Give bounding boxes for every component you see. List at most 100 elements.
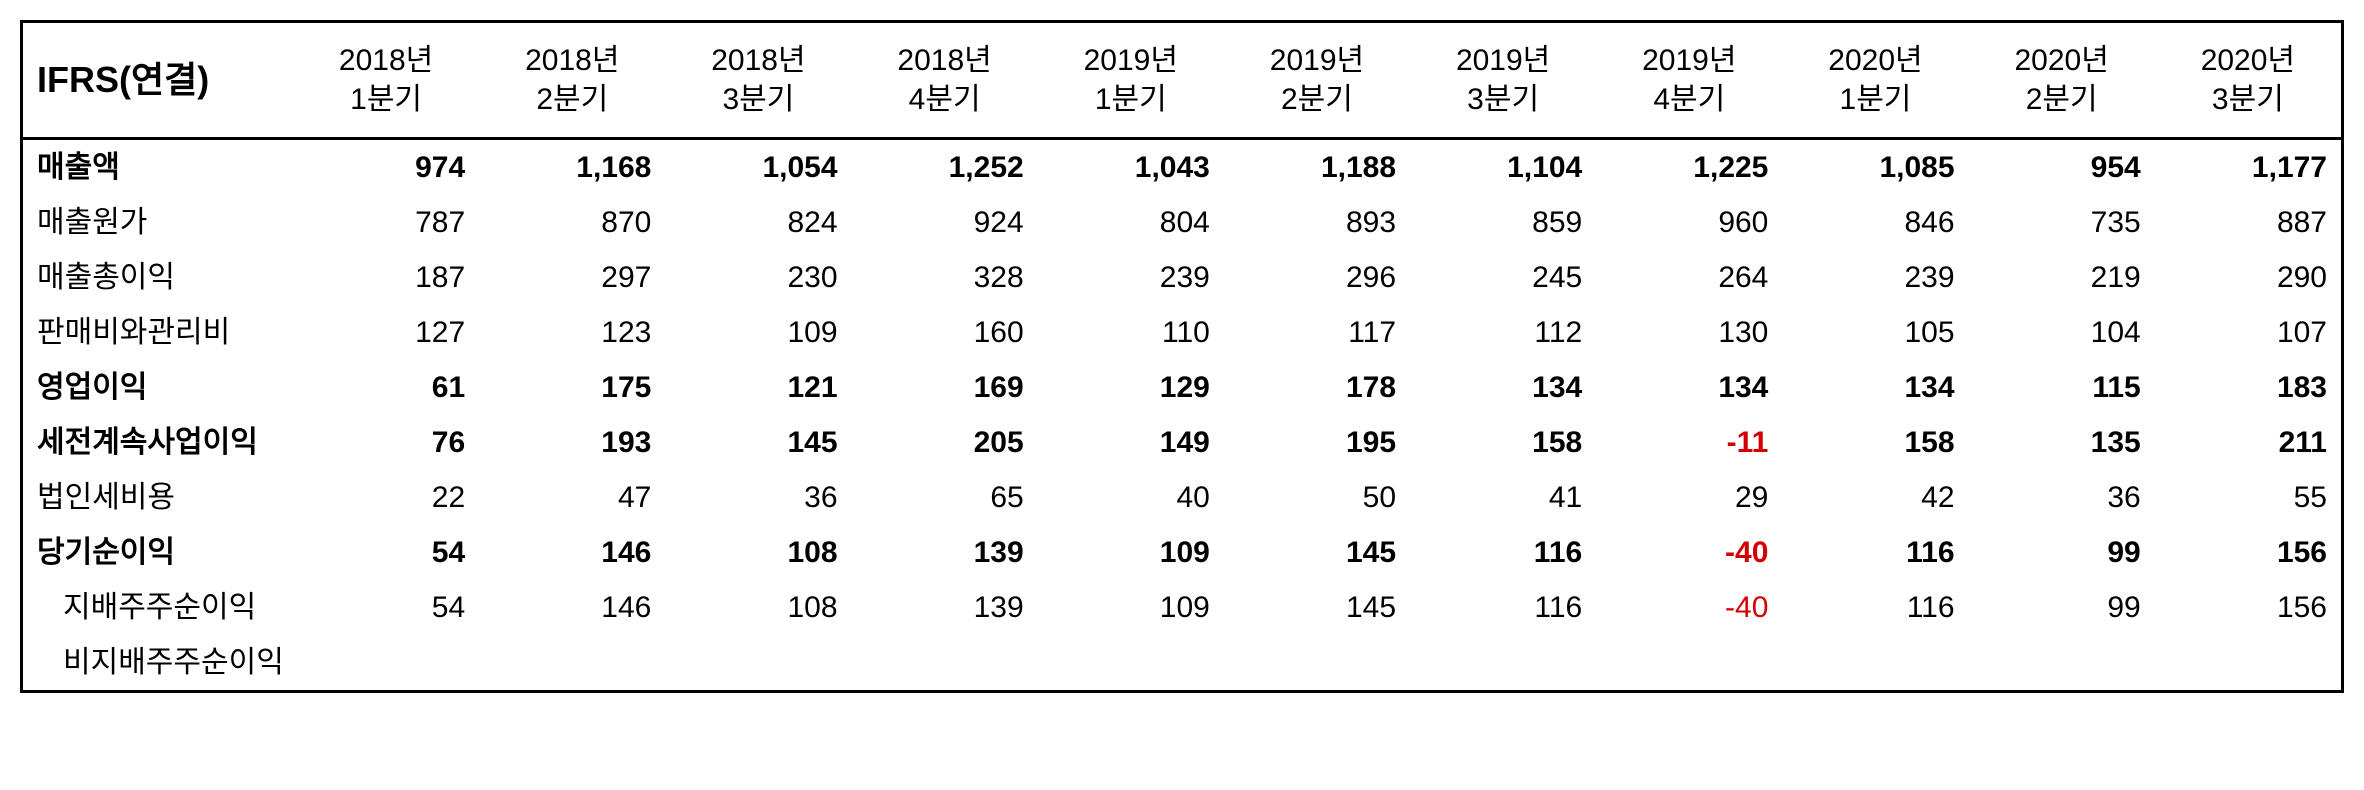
- cell-value: [2155, 635, 2341, 690]
- row-label: 판매비와관리비: [23, 305, 293, 360]
- cell-value: [479, 635, 665, 690]
- cell-value: 112: [1410, 305, 1596, 360]
- column-quarter: 1분기: [307, 80, 465, 119]
- cell-value: 824: [665, 195, 851, 250]
- column-quarter: 4분기: [866, 80, 1024, 119]
- cell-value: [1782, 635, 1968, 690]
- cell-value: 40: [1038, 470, 1224, 525]
- cell-value: 121: [665, 360, 851, 415]
- cell-value: [1596, 635, 1782, 690]
- cell-value: 29: [1596, 470, 1782, 525]
- cell-value: 158: [1782, 415, 1968, 470]
- column-quarter: 3분기: [1424, 80, 1582, 119]
- cell-value: 205: [852, 415, 1038, 470]
- cell-value: 54: [293, 580, 479, 635]
- cell-value: [665, 635, 851, 690]
- table-header-row: IFRS(연결) 2018년1분기2018년2분기2018년3분기2018년4분…: [23, 23, 2341, 139]
- cell-value: 156: [2155, 525, 2341, 580]
- column-header: 2019년1분기: [1038, 23, 1224, 139]
- cell-value: 230: [665, 250, 851, 305]
- table-row: 당기순이익54146108139109145116-4011699156: [23, 525, 2341, 580]
- cell-value: 109: [1038, 580, 1224, 635]
- table-row: 판매비와관리비127123109160110117112130105104107: [23, 305, 2341, 360]
- column-quarter: 1분기: [1796, 80, 1954, 119]
- cell-value: 76: [293, 415, 479, 470]
- column-header: 2018년2분기: [479, 23, 665, 139]
- cell-value: 887: [2155, 195, 2341, 250]
- cell-value: 108: [665, 525, 851, 580]
- cell-value: 134: [1596, 360, 1782, 415]
- cell-value: [1969, 635, 2155, 690]
- cell-value: 245: [1410, 250, 1596, 305]
- cell-value: 1,188: [1224, 139, 1410, 196]
- row-label: 당기순이익: [23, 525, 293, 580]
- financial-table: IFRS(연결) 2018년1분기2018년2분기2018년3분기2018년4분…: [23, 23, 2341, 690]
- cell-value: 139: [852, 580, 1038, 635]
- cell-value: 22: [293, 470, 479, 525]
- cell-value: 193: [479, 415, 665, 470]
- row-label: 매출액: [23, 139, 293, 196]
- row-label: 법인세비용: [23, 470, 293, 525]
- cell-value: 65: [852, 470, 1038, 525]
- column-quarter: 2분기: [1238, 80, 1396, 119]
- cell-value: 211: [2155, 415, 2341, 470]
- cell-value: 61: [293, 360, 479, 415]
- cell-value: 1,252: [852, 139, 1038, 196]
- cell-value: 55: [2155, 470, 2341, 525]
- column-header: 2020년2분기: [1969, 23, 2155, 139]
- column-quarter: 3분기: [679, 80, 837, 119]
- cell-value: 104: [1969, 305, 2155, 360]
- cell-value: 924: [852, 195, 1038, 250]
- column-header: 2018년1분기: [293, 23, 479, 139]
- cell-value: -40: [1596, 580, 1782, 635]
- cell-value: 183: [2155, 360, 2341, 415]
- row-label: 세전계속사업이익: [23, 415, 293, 470]
- column-quarter: 3분기: [2169, 80, 2327, 119]
- column-header: 2020년1분기: [1782, 23, 1968, 139]
- column-header: 2019년3분기: [1410, 23, 1596, 139]
- column-header: 2019년4분기: [1596, 23, 1782, 139]
- cell-value: 296: [1224, 250, 1410, 305]
- cell-value: 960: [1596, 195, 1782, 250]
- cell-value: 893: [1224, 195, 1410, 250]
- cell-value: 178: [1224, 360, 1410, 415]
- column-header: 2020년3분기: [2155, 23, 2341, 139]
- cell-value: -11: [1596, 415, 1782, 470]
- cell-value: 145: [665, 415, 851, 470]
- cell-value: 129: [1038, 360, 1224, 415]
- cell-value: 156: [2155, 580, 2341, 635]
- cell-value: 859: [1410, 195, 1596, 250]
- cell-value: 219: [1969, 250, 2155, 305]
- table-body: 매출액9741,1681,0541,2521,0431,1881,1041,22…: [23, 139, 2341, 691]
- cell-value: 328: [852, 250, 1038, 305]
- cell-value: 1,225: [1596, 139, 1782, 196]
- cell-value: 116: [1410, 580, 1596, 635]
- table-row: 영업이익61175121169129178134134134115183: [23, 360, 2341, 415]
- row-label: 영업이익: [23, 360, 293, 415]
- cell-value: 804: [1038, 195, 1224, 250]
- cell-value: 846: [1782, 195, 1968, 250]
- row-label: 매출총이익: [23, 250, 293, 305]
- cell-value: [293, 635, 479, 690]
- cell-value: 127: [293, 305, 479, 360]
- cell-value: 146: [479, 580, 665, 635]
- cell-value: 36: [1969, 470, 2155, 525]
- table-row: 매출총이익187297230328239296245264239219290: [23, 250, 2341, 305]
- column-year: 2019년: [1424, 41, 1582, 80]
- cell-value: 149: [1038, 415, 1224, 470]
- column-quarter: 1분기: [1052, 80, 1210, 119]
- cell-value: 870: [479, 195, 665, 250]
- cell-value: 41: [1410, 470, 1596, 525]
- column-year: 2019년: [1238, 41, 1396, 80]
- cell-value: 116: [1782, 525, 1968, 580]
- column-year: 2018년: [866, 41, 1024, 80]
- cell-value: [1038, 635, 1224, 690]
- cell-value: 109: [1038, 525, 1224, 580]
- cell-value: 974: [293, 139, 479, 196]
- row-label: 매출원가: [23, 195, 293, 250]
- cell-value: 99: [1969, 580, 2155, 635]
- column-quarter: 2분기: [493, 80, 651, 119]
- table-row: 법인세비용2247366540504129423655: [23, 470, 2341, 525]
- cell-value: 117: [1224, 305, 1410, 360]
- column-year: 2019년: [1052, 41, 1210, 80]
